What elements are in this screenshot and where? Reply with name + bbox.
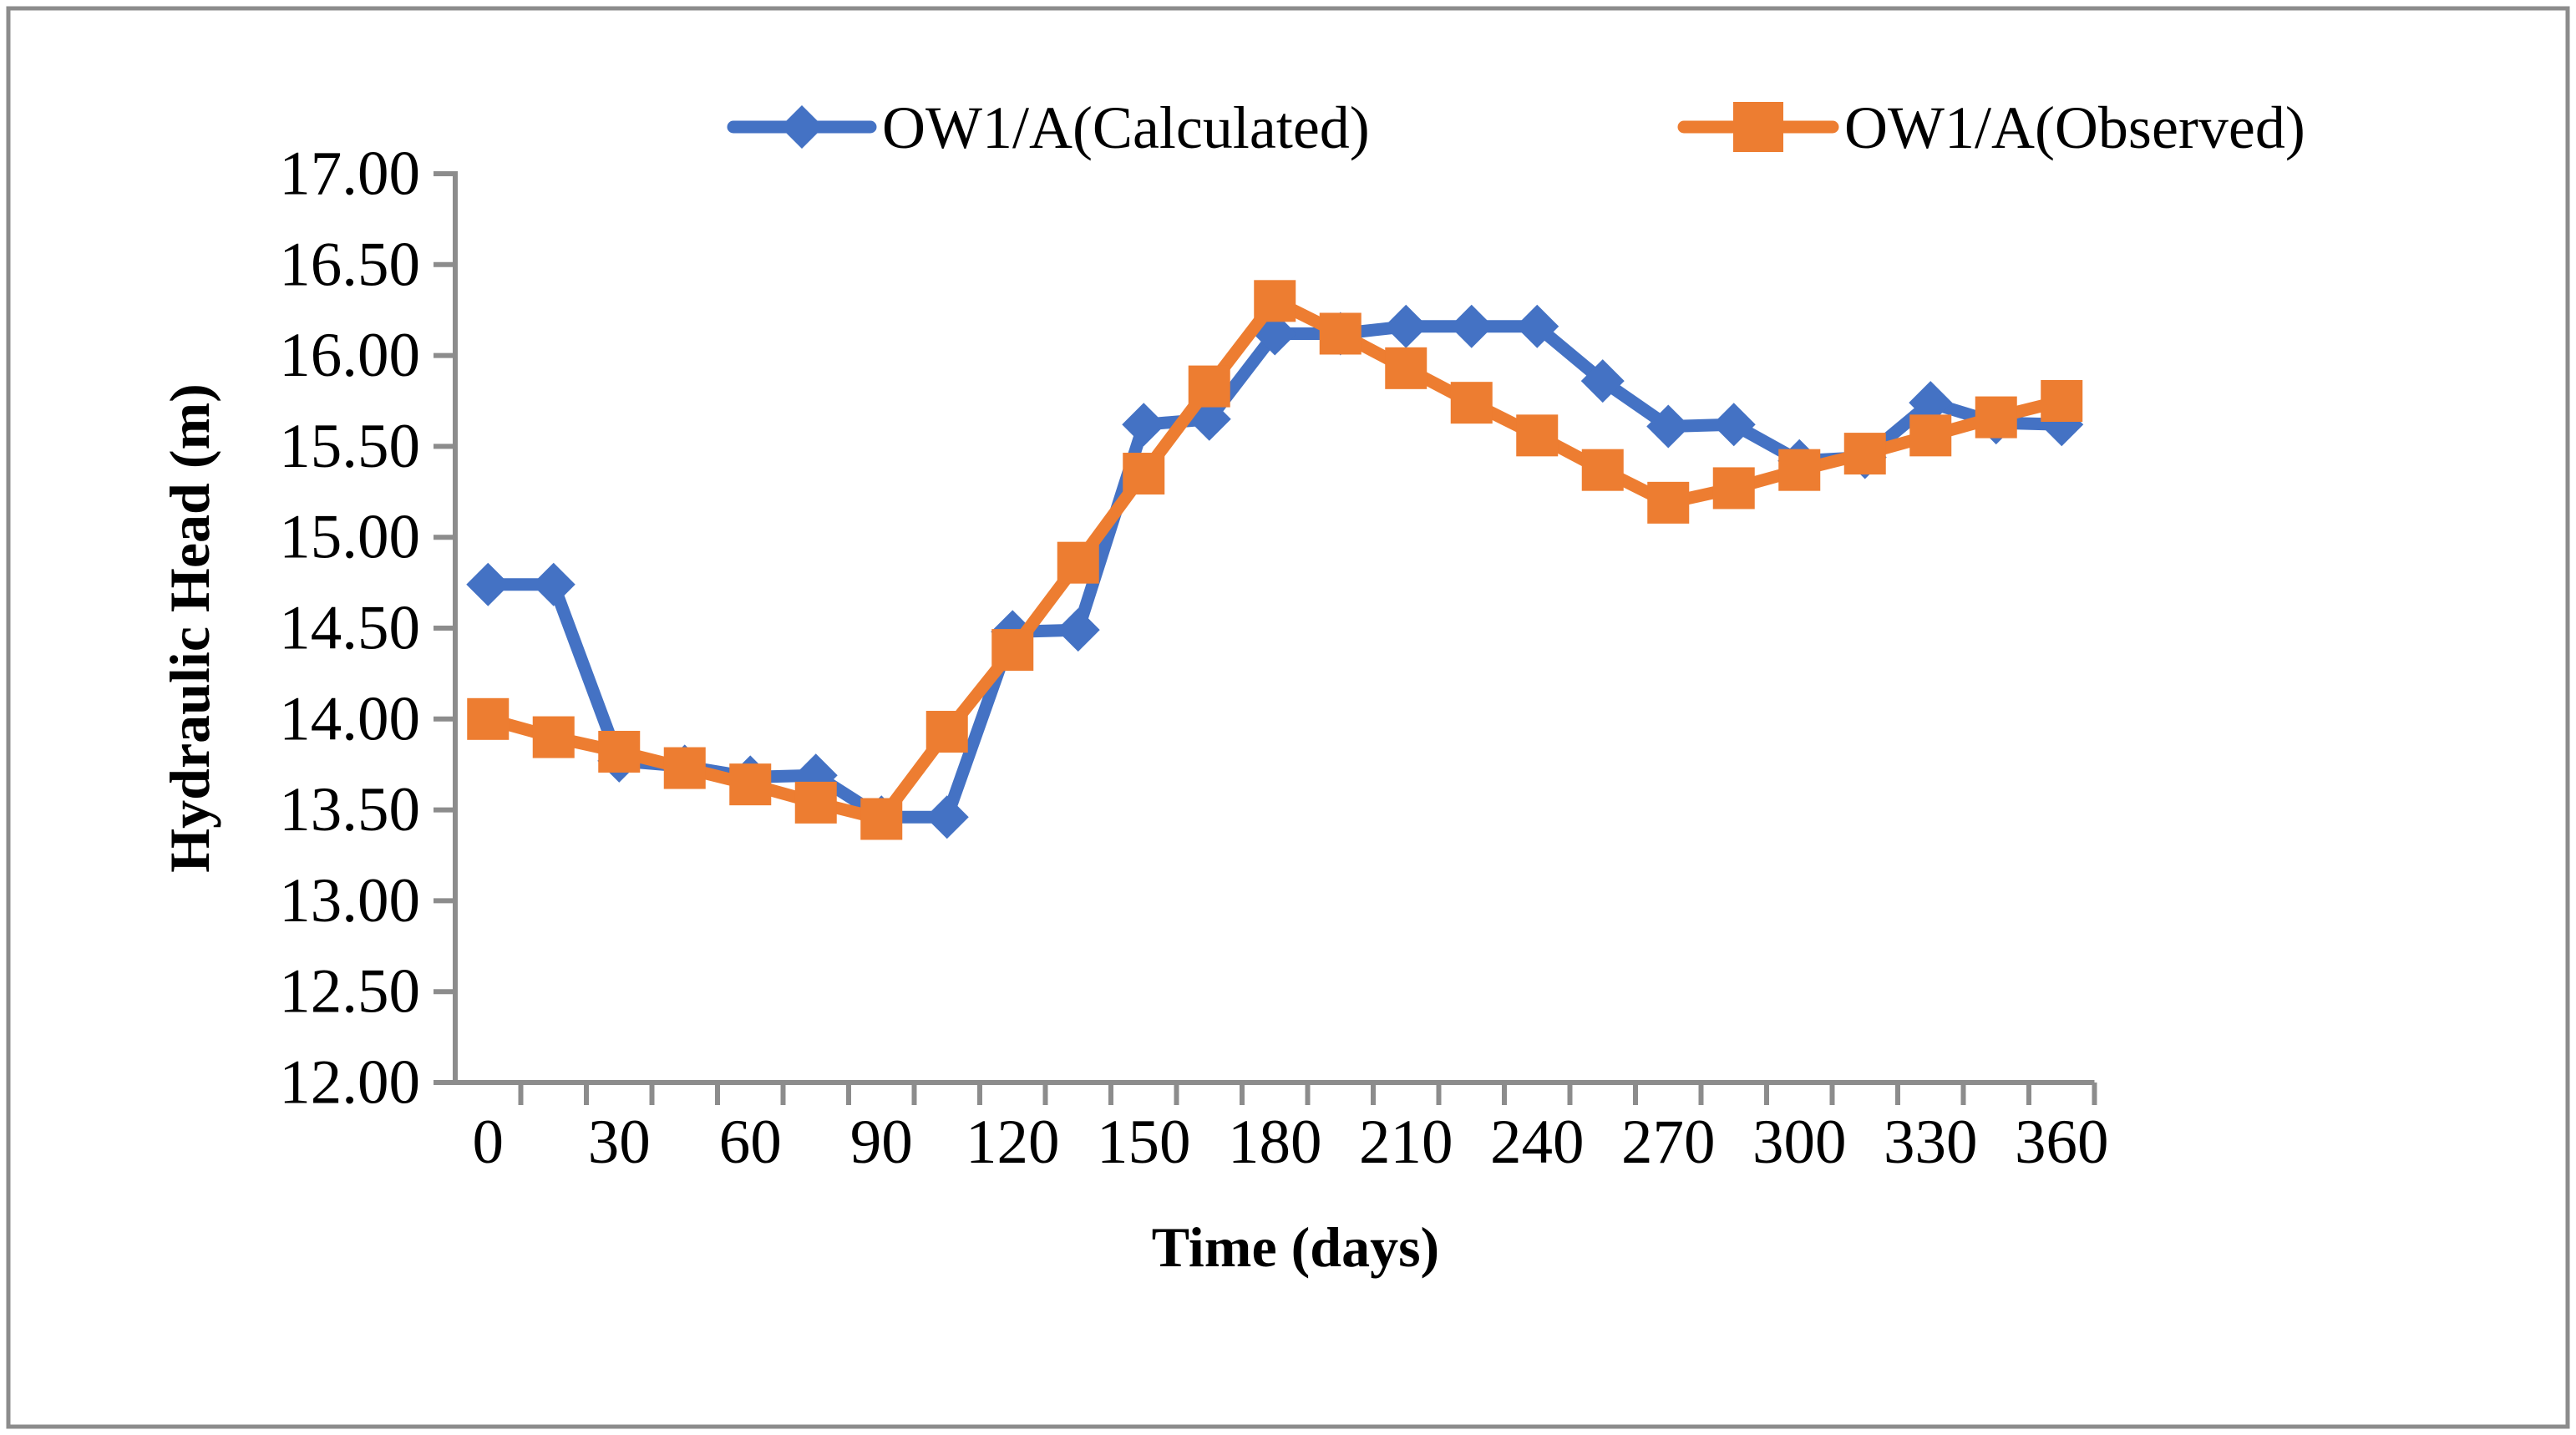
x-tick-label: 300	[1752, 1108, 1847, 1177]
series-calculated-marker	[1646, 404, 1691, 449]
legend-calculated-label: OW1/A(Calculated)	[882, 94, 1370, 161]
series-calculated-marker	[1449, 304, 1493, 348]
legend: OW1/A(Calculated) OW1/A(Observed)	[727, 94, 2305, 161]
legend-observed-label: OW1/A(Observed)	[1844, 94, 2305, 161]
series-calculated-marker	[1711, 403, 1756, 447]
series-observed	[467, 280, 2083, 840]
series-calculated-marker	[1056, 608, 1100, 652]
series-observed-line	[481, 294, 2068, 825]
series-observed-marker	[794, 781, 837, 824]
y-tick-label: 17.00	[279, 139, 420, 209]
series-calculated-marker	[1384, 304, 1428, 348]
series-observed-marker	[1057, 541, 1099, 584]
y-tick-label: 13.00	[279, 866, 420, 936]
series-calculated-marker	[466, 562, 510, 606]
x-axis-title: Time (days)	[1152, 1215, 1439, 1279]
series-observed-marker	[532, 716, 575, 758]
series-observed-marker	[1254, 280, 1296, 322]
y-tick-label: 14.50	[279, 594, 420, 663]
legend-observed-square-icon	[1733, 102, 1783, 152]
y-tick-label: 16.50	[279, 230, 420, 299]
series-calculated-marker	[1122, 403, 1166, 447]
series-calculated-marker	[1515, 304, 1559, 348]
series-observed-marker	[1778, 449, 1821, 491]
series-observed-marker	[1385, 347, 1427, 389]
legend-calculated-diamond-icon	[780, 105, 824, 149]
x-tick-label: 180	[1228, 1108, 1322, 1177]
series-observed-marker	[925, 711, 968, 753]
series-calculated-marker	[1909, 381, 1953, 425]
figure-border	[6, 6, 2570, 1429]
y-axis-title: Hydraulic Head (m)	[158, 383, 221, 873]
series-observed-marker	[991, 629, 1034, 672]
y-tick-label: 16.00	[279, 321, 420, 390]
series-observed-marker	[1647, 481, 1690, 524]
series-calculated-marker	[1580, 359, 1625, 403]
x-tick-label: 90	[850, 1108, 913, 1177]
series-observed-marker	[1188, 365, 1230, 408]
x-tick-label: 360	[2015, 1108, 2109, 1177]
series-observed-marker	[1319, 312, 1362, 355]
series-observed-marker	[1975, 396, 2017, 439]
series-observed-marker	[663, 747, 706, 789]
series-observed-marker	[467, 697, 510, 740]
x-tick-label: 330	[1884, 1108, 1978, 1177]
y-tick-label: 15.50	[279, 412, 420, 481]
series-observed-marker	[2041, 380, 2083, 422]
series-observed-marker	[1909, 414, 1952, 457]
y-tick-label: 12.50	[279, 957, 420, 1027]
series-calculated-marker	[925, 795, 969, 839]
series-observed-marker	[1712, 467, 1755, 510]
y-tick-label: 12.00	[279, 1048, 420, 1118]
x-tick-label: 210	[1359, 1108, 1453, 1177]
y-tick-label: 15.00	[279, 503, 420, 572]
x-tick-label: 270	[1621, 1108, 1716, 1177]
y-tick-label: 14.00	[279, 684, 420, 753]
x-tick-label: 120	[966, 1108, 1060, 1177]
x-tick-label: 150	[1097, 1108, 1191, 1177]
series-observed-marker	[860, 798, 903, 840]
x-tick-label: 30	[588, 1108, 651, 1177]
y-tick-label: 13.50	[279, 775, 420, 844]
series-observed-marker	[1123, 453, 1165, 495]
series-observed-marker	[598, 730, 641, 773]
series-calculated-marker	[531, 562, 576, 606]
x-tick-label: 60	[719, 1108, 782, 1177]
series-observed-marker	[729, 763, 772, 806]
series-observed-marker	[1843, 433, 1886, 475]
series-calculated	[466, 304, 2084, 839]
series-observed-marker	[1516, 414, 1559, 457]
x-tick-label: 240	[1490, 1108, 1585, 1177]
series-observed-marker	[1581, 449, 1624, 491]
series-calculated-line	[481, 320, 2068, 824]
x-tick-label: 0	[473, 1108, 505, 1177]
series-observed-marker	[1450, 382, 1493, 424]
